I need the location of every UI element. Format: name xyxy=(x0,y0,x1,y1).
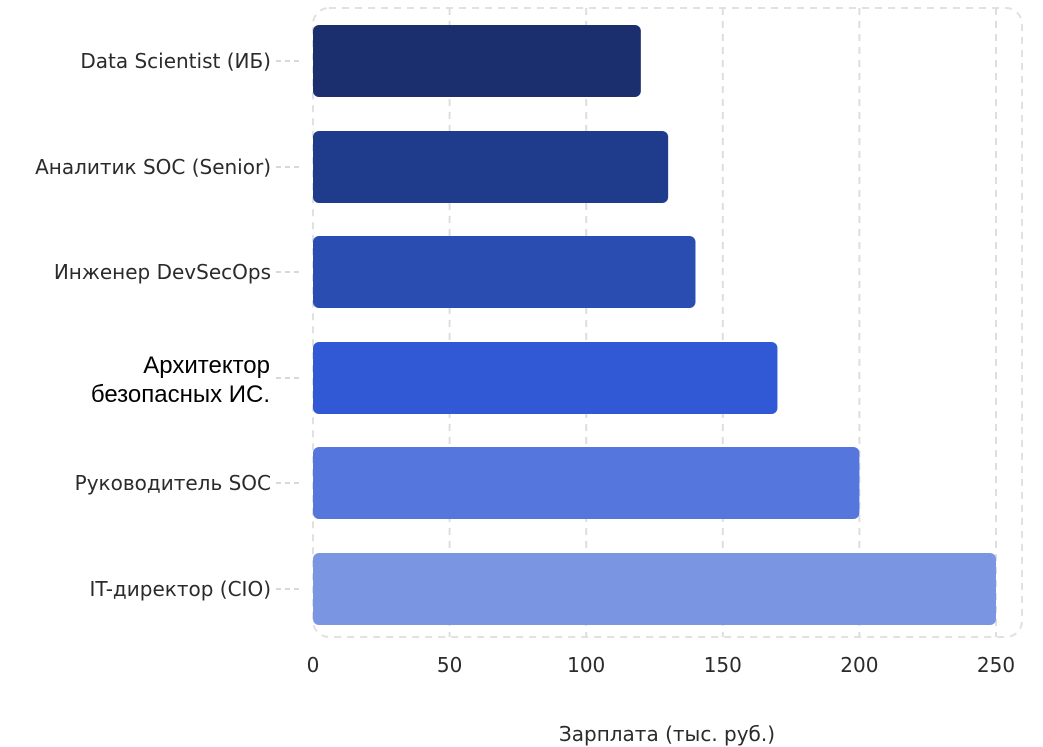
category-label: Data Scientist (ИБ) xyxy=(80,49,271,73)
category-labels: Data Scientist (ИБ) Аналитик SOC (Senior)… xyxy=(35,49,271,601)
bar xyxy=(313,553,996,625)
bar xyxy=(313,447,860,519)
bar xyxy=(313,131,669,203)
category-label: Аналитик SOC (Senior) xyxy=(35,155,271,179)
category-label: Инженер DevSecOps xyxy=(54,260,271,284)
bar xyxy=(313,25,641,97)
x-tick-label: 50 xyxy=(437,653,462,677)
x-tick-labels: 0 50 100 150 200 250 xyxy=(307,653,1015,677)
bar xyxy=(313,342,778,414)
x-tick-label: 0 xyxy=(307,653,320,677)
category-label: IT-директор (CIO) xyxy=(89,577,271,601)
grid-layer xyxy=(276,7,1023,638)
x-tick-label: 100 xyxy=(567,653,605,677)
x-tick-label: 200 xyxy=(840,653,878,677)
category-label: Руководитель SOC xyxy=(75,471,271,495)
x-tick-label: 150 xyxy=(704,653,742,677)
bars-layer xyxy=(313,25,996,625)
x-tick-label: 250 xyxy=(977,653,1015,677)
bar xyxy=(313,236,696,308)
x-axis-title: Зарплата (тыс. руб.) xyxy=(559,722,775,746)
plot-frame xyxy=(312,7,1023,638)
category-label: Архитектор безопасных ИС. xyxy=(91,352,270,408)
